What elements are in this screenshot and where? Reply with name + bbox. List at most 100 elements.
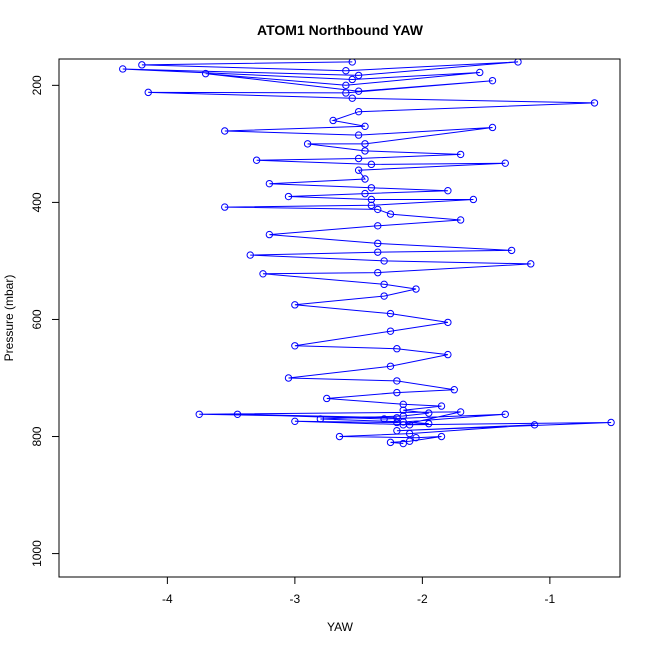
data-point (367, 195, 376, 204)
data-point (348, 75, 356, 84)
x-axis-label: YAW (327, 620, 354, 634)
data-point (437, 402, 446, 410)
data-point (393, 388, 401, 397)
series-line (122, 61, 612, 444)
data-point (444, 350, 452, 359)
data-point (342, 67, 350, 75)
data-point (386, 210, 395, 218)
data-point (342, 89, 350, 97)
data-point (527, 260, 535, 268)
data-point (444, 186, 452, 195)
data-point (393, 377, 401, 385)
data-point (361, 122, 369, 131)
data-point (386, 362, 395, 370)
data-point (386, 327, 395, 335)
plot-frame (58, 58, 621, 578)
data-point (380, 415, 388, 423)
data-point (374, 248, 382, 256)
data-point (361, 147, 369, 155)
data-point (361, 140, 369, 148)
data-point (354, 154, 363, 163)
data-point (456, 216, 465, 224)
data-point (399, 406, 407, 414)
data-point (530, 421, 539, 429)
data-point (367, 201, 376, 210)
data-point (444, 318, 452, 327)
data-point (201, 69, 210, 78)
data-point (399, 439, 407, 448)
data-point (405, 421, 414, 429)
data-point (354, 71, 363, 80)
data-point (405, 437, 414, 445)
data-point (348, 94, 356, 102)
data-point (456, 408, 465, 416)
x-tick-label: -2 (417, 592, 428, 606)
data-point (367, 160, 376, 169)
data-point (469, 195, 478, 204)
data-point (374, 268, 382, 277)
y-axis-label: Pressure (mbar) (2, 275, 16, 362)
y-tick-label: 600 (30, 309, 44, 329)
data-point (354, 87, 363, 95)
data-point (348, 59, 356, 66)
data-point (138, 61, 146, 69)
data-point (476, 68, 484, 77)
x-tick-label: -1 (545, 592, 556, 606)
data-point (316, 415, 325, 423)
data-point (221, 203, 229, 211)
data-point (405, 429, 414, 438)
data-point (246, 251, 254, 259)
data-point (291, 342, 299, 350)
data-point (342, 81, 350, 90)
data-point (233, 410, 242, 418)
data-point (354, 166, 363, 174)
data-point (607, 418, 615, 427)
data-point (329, 116, 337, 125)
data-point (291, 417, 299, 426)
data-point (393, 345, 401, 353)
data-point (291, 301, 299, 309)
data-point (144, 88, 152, 97)
x-axis: -4 -3 -2 -1 (162, 577, 556, 606)
data-point (221, 127, 229, 135)
data-point (501, 410, 509, 418)
data-point (119, 65, 127, 73)
data-point (507, 246, 516, 255)
data-point (252, 156, 261, 164)
data-point (393, 414, 401, 422)
data-point (374, 222, 382, 230)
data-point (488, 123, 497, 132)
data-point (488, 76, 497, 85)
data-point (354, 131, 363, 139)
data-point (367, 184, 376, 192)
x-tick-label: -3 (290, 592, 301, 606)
data-point (380, 280, 388, 289)
data-point (425, 409, 433, 417)
y-axis: 200 400 600 800 1000 (30, 75, 59, 567)
data-point (361, 175, 369, 183)
data-point (386, 309, 395, 318)
data-point (380, 292, 388, 300)
data-point (354, 107, 363, 116)
data-point (361, 189, 369, 198)
data-point (393, 418, 401, 427)
y-tick-label: 1000 (30, 540, 44, 567)
data-point (284, 374, 293, 382)
plot-area (119, 59, 615, 448)
data-point (284, 192, 293, 201)
y-tick-label: 200 (30, 75, 44, 95)
data-point (303, 140, 312, 148)
data-point (374, 205, 382, 214)
data-point (323, 394, 331, 403)
data-point (386, 438, 395, 447)
data-point (265, 179, 274, 188)
data-point (335, 432, 344, 441)
data-point (399, 400, 407, 409)
chart-title: ATOM1 Northbound YAW (257, 22, 424, 38)
data-point (265, 230, 274, 239)
data-point (412, 433, 420, 442)
data-point (259, 270, 267, 278)
data-point (514, 59, 522, 66)
data-point (437, 432, 446, 441)
